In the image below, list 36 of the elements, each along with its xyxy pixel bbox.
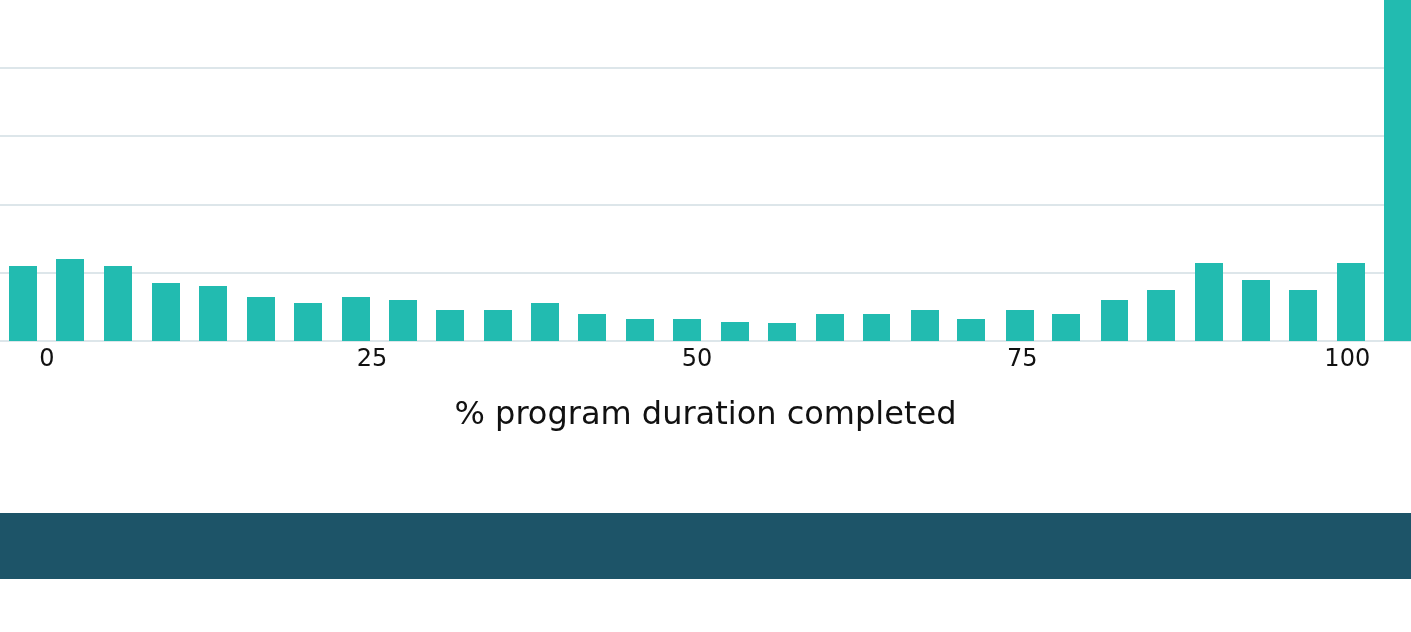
x-tick-label: 100	[1324, 344, 1371, 372]
bar	[1337, 263, 1365, 341]
bar	[768, 323, 796, 341]
bar	[1195, 263, 1223, 341]
bar	[247, 297, 275, 341]
bar	[389, 300, 417, 341]
bar	[199, 286, 227, 341]
bar	[1147, 290, 1175, 341]
bar	[957, 319, 985, 341]
bar	[1052, 314, 1080, 341]
bar	[911, 310, 939, 341]
bar	[673, 319, 701, 341]
x-axis-title: % program duration completed	[454, 393, 957, 432]
bar	[626, 319, 654, 341]
bar	[1289, 290, 1317, 341]
bar	[1101, 300, 1128, 341]
bar	[436, 310, 464, 341]
bar	[1006, 310, 1034, 341]
bar	[578, 314, 606, 341]
bar	[9, 266, 37, 341]
bar	[721, 322, 749, 341]
bar	[863, 314, 890, 341]
bar	[342, 297, 370, 341]
bar	[1242, 280, 1270, 341]
bar	[816, 314, 844, 341]
bar	[484, 310, 512, 341]
x-tick-label: 50	[681, 344, 713, 372]
x-tick-label: 0	[39, 344, 55, 372]
bar	[531, 303, 559, 341]
bar	[294, 303, 322, 341]
bar	[104, 266, 132, 341]
bar	[152, 283, 180, 341]
x-tick-label: 25	[356, 344, 388, 372]
bar	[56, 259, 84, 341]
x-tick-label: 75	[1006, 344, 1038, 372]
bar	[1384, 0, 1411, 341]
